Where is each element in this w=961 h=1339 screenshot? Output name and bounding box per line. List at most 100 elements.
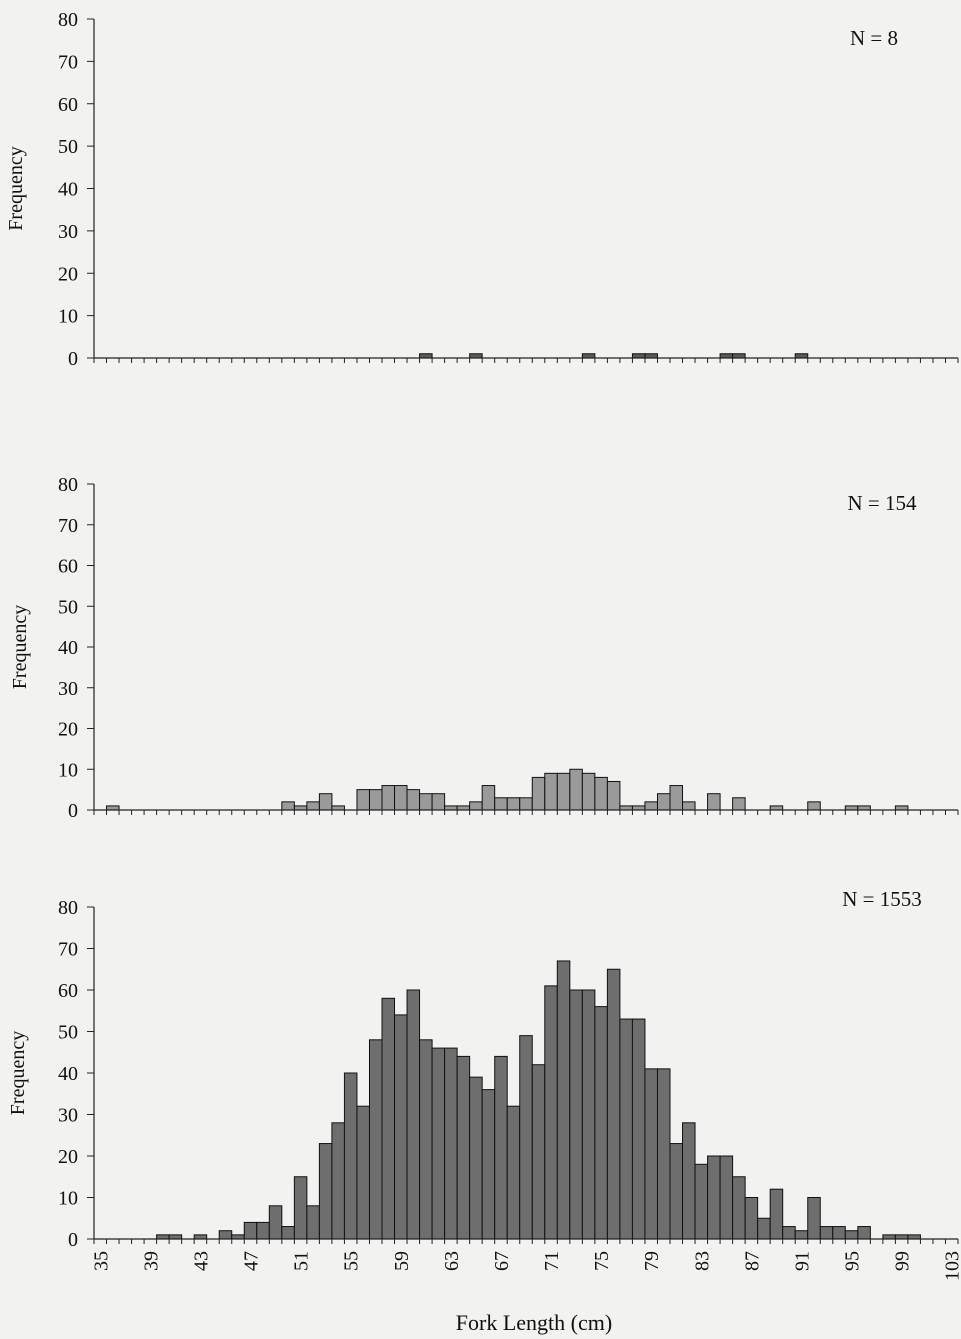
histogram-bar: [431, 793, 446, 811]
histogram-bar: [844, 1230, 859, 1240]
histogram-bar: [506, 1105, 521, 1240]
histogram-bar: [394, 785, 408, 811]
x-tick-label: 75: [591, 1251, 613, 1271]
histogram-bar: [631, 805, 646, 811]
x-tick-label: 39: [140, 1251, 162, 1271]
histogram-bar: [556, 960, 571, 1240]
histogram-bar: [656, 793, 671, 811]
histogram-bar: [494, 797, 508, 811]
x-tick-label: 51: [291, 1251, 313, 1271]
histogram-bar: [682, 801, 696, 811]
x-tick-label: 55: [341, 1251, 363, 1271]
histogram-bar: [644, 353, 658, 359]
histogram-bar: [644, 801, 658, 811]
histogram-bar: [882, 1234, 896, 1240]
histogram-bar: [794, 1230, 809, 1240]
histogram-bar: [794, 353, 809, 359]
histogram-bar: [481, 1089, 496, 1240]
histogram-bar: [519, 1035, 533, 1240]
histogram-bar: [444, 805, 458, 811]
histogram-bar: [218, 1230, 233, 1240]
histogram-bar: [907, 1234, 921, 1240]
histogram-bar: [281, 1226, 295, 1240]
histogram-panel-1: 0 10 20 30 40 50 60 70 80 Frequency N = 8: [5, 9, 959, 370]
y-tick-label: 20: [58, 263, 78, 285]
y-tick-label: 0: [68, 348, 78, 370]
y-tick-label: 40: [58, 179, 78, 201]
x-tick-label: 87: [741, 1251, 763, 1271]
histogram-bar: [857, 805, 871, 811]
histogram-bar: [606, 780, 621, 811]
histogram-bar: [156, 1234, 170, 1240]
histogram-bar: [581, 353, 596, 359]
x-tick-label: 43: [190, 1251, 212, 1271]
histogram-bar: [293, 1176, 308, 1240]
histogram-bar: [581, 772, 596, 811]
histogram-bar: [293, 805, 308, 811]
y-tick-label: 0: [68, 800, 78, 822]
histogram-bar: [631, 353, 646, 359]
histogram-bar: [732, 353, 746, 359]
histogram-bar: [406, 789, 421, 811]
y-tick-label: 20: [58, 1146, 78, 1168]
histogram-panel-2: 0 10 20 30 40 50 60 70 80 Frequency N = 154: [9, 474, 959, 822]
x-tick-label: 91: [791, 1251, 813, 1271]
histogram-bar: [844, 805, 859, 811]
histogram-bar: [256, 1221, 270, 1240]
histogram-bar: [318, 1143, 333, 1240]
x-tick-label: 99: [892, 1251, 914, 1271]
histogram-bar: [494, 1055, 508, 1240]
histogram-bar: [656, 1068, 671, 1240]
histogram-bar: [857, 1226, 871, 1240]
histogram-bar: [318, 793, 333, 811]
histogram-bar: [569, 989, 583, 1240]
x-tick-label: 103: [942, 1251, 961, 1281]
histogram-bar: [631, 1018, 646, 1240]
histogram-bar: [581, 989, 596, 1240]
histogram-bar: [732, 1176, 746, 1240]
y-tick-label: 80: [58, 897, 78, 919]
y-tick-label: 30: [58, 1105, 78, 1127]
histogram-bar: [469, 353, 483, 359]
histogram-bar: [669, 785, 684, 811]
x-tick-label: 83: [691, 1251, 713, 1271]
y-tick-label: 0: [68, 1229, 78, 1251]
y-tick-label: 40: [58, 637, 78, 659]
y-tick-label: 10: [58, 306, 78, 328]
y-tick-label: 60: [58, 94, 78, 116]
histogram-bar: [894, 805, 909, 811]
x-tick-label: 47: [241, 1251, 263, 1271]
histogram-bar: [744, 1197, 759, 1240]
y-tick-label: 10: [58, 759, 78, 781]
histogram-bar: [894, 1234, 909, 1240]
y-tick-label: 80: [58, 9, 78, 31]
histogram-bar: [707, 1155, 721, 1240]
histogram-bar: [243, 1221, 258, 1240]
histogram-bar: [519, 797, 533, 811]
histogram-bar: [394, 1014, 408, 1240]
histogram-bar: [406, 989, 421, 1240]
histogram-bar: [469, 801, 483, 811]
histogram-bar: [456, 805, 471, 811]
histogram-bar: [719, 353, 734, 359]
x-tick-label: 67: [491, 1251, 513, 1271]
y-tick-label: 70: [58, 515, 78, 537]
histogram-bar: [544, 985, 558, 1240]
histogram-bar: [306, 801, 320, 811]
histogram-bar: [331, 805, 345, 811]
y-tick-label: 20: [58, 719, 78, 741]
y-tick-label: 70: [58, 939, 78, 961]
y-tick-label: 30: [58, 221, 78, 243]
y-tick-label: 10: [58, 1188, 78, 1210]
histogram-bar: [707, 793, 721, 811]
sample-size-label: N = 1553: [842, 887, 922, 911]
y-tick-label: 50: [58, 596, 78, 618]
histogram-bar: [456, 1055, 471, 1240]
y-tick-label: 80: [58, 474, 78, 496]
y-tick-label: 50: [58, 1022, 78, 1044]
histogram-bar: [469, 1076, 483, 1240]
histogram-panel-3: 0 10 20 30 40 50 60 70 80 Frequency N = 1553 35 39 43…: [7, 887, 961, 1335]
histogram-bar: [506, 797, 521, 811]
